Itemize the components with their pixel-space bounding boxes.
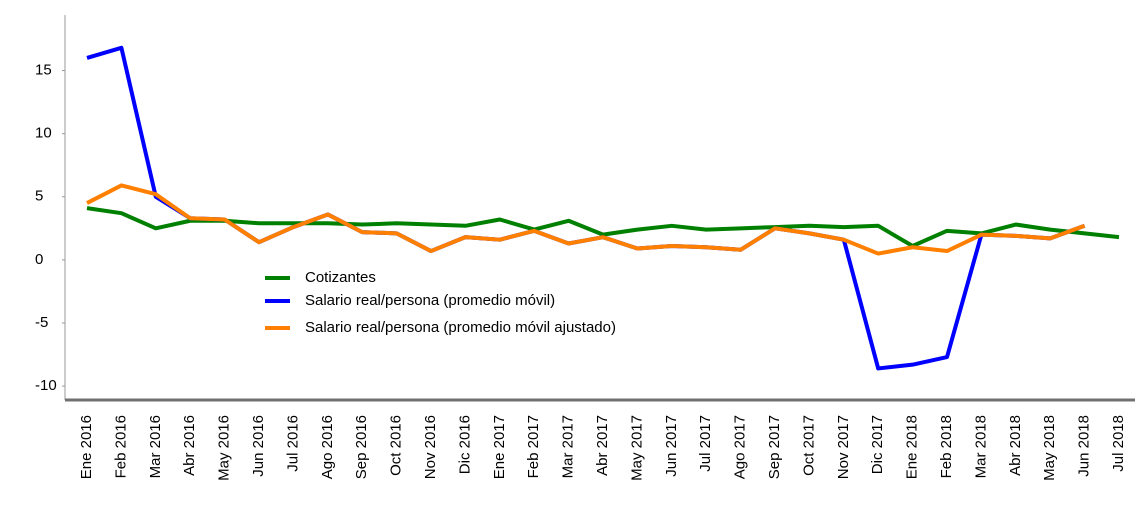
x-tick-label: Jul 2017 — [697, 415, 714, 472]
x-tick-label: Nov 2017 — [835, 415, 852, 479]
x-tick-label: Ene 2016 — [78, 415, 95, 479]
y-tick-label: 5 — [35, 188, 43, 205]
y-tick-label: 10 — [35, 125, 52, 142]
x-tick-label: Mar 2017 — [560, 415, 577, 478]
legend-label: Cotizantes — [305, 269, 376, 286]
x-tick-label: Oct 2017 — [800, 415, 817, 476]
x-tick-label: Jul 2018 — [1110, 415, 1127, 472]
x-tick-label: Oct 2016 — [388, 415, 405, 476]
y-tick-label: -5 — [35, 314, 48, 331]
x-tick-label: Mar 2018 — [972, 415, 989, 478]
series-line — [86, 206, 1120, 248]
x-tick-label: Abr 2018 — [1007, 415, 1024, 476]
legend-label: Salario real/persona (promedio móvil aju… — [305, 319, 616, 336]
x-tick-label: Ago 2016 — [319, 415, 336, 479]
x-tick-label: Jun 2017 — [663, 415, 680, 477]
x-tick-label: Abr 2016 — [181, 415, 198, 476]
x-tick-label: Jun 2018 — [1076, 415, 1093, 477]
y-tick-label: 15 — [35, 62, 52, 79]
x-tick-label: Ene 2017 — [491, 415, 508, 479]
x-tick-label: Ago 2017 — [732, 415, 749, 479]
x-tick-label: Feb 2016 — [112, 415, 129, 478]
y-tick-label: 0 — [35, 251, 43, 268]
x-tick-label: Sep 2017 — [766, 415, 783, 479]
x-tick-label: May 2017 — [628, 415, 645, 481]
x-tick-label: Ene 2018 — [904, 415, 921, 479]
x-tick-label: Mar 2016 — [147, 415, 164, 478]
y-tick-label: -10 — [35, 377, 57, 394]
x-tick-label: Dic 2016 — [456, 415, 473, 474]
x-tick-label: Nov 2016 — [422, 415, 439, 479]
x-tick-label: Feb 2017 — [525, 415, 542, 478]
legend-label: Salario real/persona (promedio móvil) — [305, 292, 555, 309]
x-tick-label: May 2016 — [216, 415, 233, 481]
x-tick-label: Feb 2018 — [938, 415, 955, 478]
x-tick-label: May 2018 — [1041, 415, 1058, 481]
x-tick-label: Jun 2016 — [250, 415, 267, 477]
x-tick-label: Dic 2017 — [869, 415, 886, 474]
series-line — [86, 183, 1086, 256]
x-tick-label: Sep 2016 — [353, 415, 370, 479]
x-tick-label: Jul 2016 — [284, 415, 301, 472]
x-tick-label: Abr 2017 — [594, 415, 611, 476]
